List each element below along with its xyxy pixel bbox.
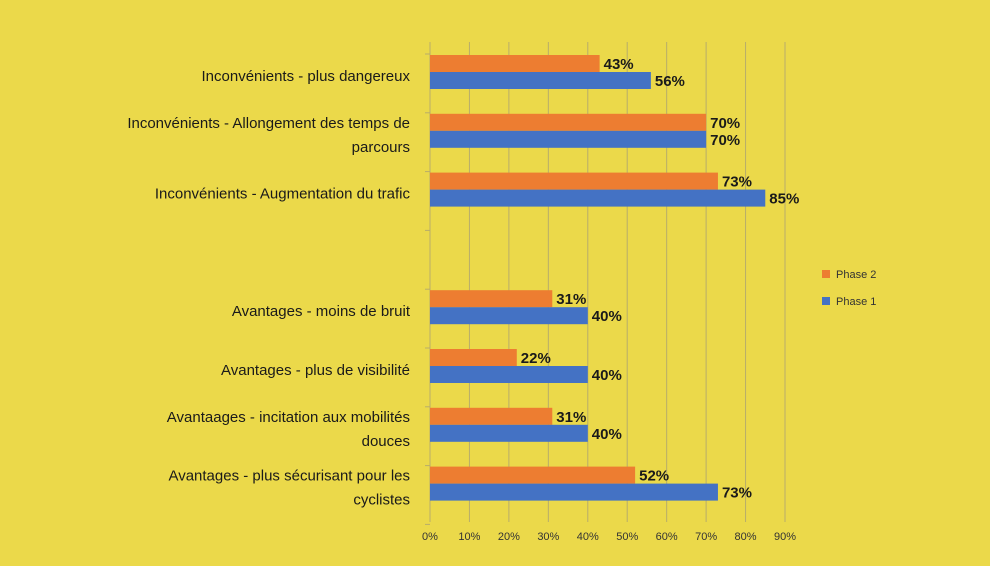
bar-phase-2 <box>430 113 707 131</box>
category-label: Avantages - plus sécurisant pour les cycl… <box>168 468 410 509</box>
category-label: Avantaages - incitation aux mobilités dou… <box>167 409 410 450</box>
value-label: 31% <box>556 291 586 308</box>
bar-phase-1 <box>430 424 588 442</box>
x-tick-label: 20% <box>498 531 520 543</box>
value-labels: 43% 70% 73% 31% 22% 31% 52% 56% 70% 85% 40% 40% 40% 7… <box>521 56 800 502</box>
category-label: Avantages - plus de visibilité <box>221 362 410 379</box>
bar-phase-1 <box>430 130 707 148</box>
bar-phase-1 <box>430 72 651 89</box>
value-label: 56% <box>655 73 685 90</box>
category-label: Inconvénients - Allongement des temps de… <box>127 115 410 156</box>
category-label: Avantages - moins de bruit <box>232 303 411 320</box>
bar-phase-2 <box>430 290 553 308</box>
legend-swatch <box>822 297 830 305</box>
x-tick-label: 90% <box>774 531 796 543</box>
bar-phase-1 <box>430 307 588 325</box>
value-label: 73% <box>722 174 752 191</box>
x-tick-label: 80% <box>735 531 757 543</box>
category-label: Inconvénients - plus dangereux <box>202 68 411 85</box>
legend-label: Phase 2 <box>836 269 876 281</box>
value-label: 22% <box>521 350 551 367</box>
bar-phase-1 <box>430 189 766 207</box>
value-label: 31% <box>556 409 586 426</box>
value-label: 40% <box>592 426 622 443</box>
value-label: 40% <box>592 367 622 384</box>
bar-phase-2 <box>430 349 517 366</box>
category-labels: Inconvénients - plus dangereux Inconvénie… <box>127 68 411 509</box>
x-tick-label: 50% <box>616 531 638 543</box>
x-axis-ticks: 0% 10% 20% 30% 40% 50% 60% 70% 80% 90% <box>422 531 796 543</box>
x-tick-label: 40% <box>577 531 599 543</box>
x-tick-label: 70% <box>695 531 717 543</box>
value-label: 70% <box>710 115 740 132</box>
bars <box>430 55 766 501</box>
category-label: Inconvénients - Augmentation du trafic <box>155 186 411 203</box>
x-tick-label: 60% <box>656 531 678 543</box>
bar-phase-1 <box>430 366 588 383</box>
bar-phase-2 <box>430 55 600 72</box>
bar-phase-2 <box>430 466 636 484</box>
value-label: 85% <box>769 191 799 208</box>
legend-label: Phase 1 <box>836 296 876 308</box>
legend-swatch <box>822 270 830 278</box>
legend: Phase 2 Phase 1 <box>822 269 876 308</box>
value-label: 40% <box>592 308 622 325</box>
bar-phase-1 <box>430 483 718 501</box>
bar-phase-2 <box>430 172 718 190</box>
value-label: 70% <box>710 132 740 149</box>
x-tick-label: 30% <box>537 531 559 543</box>
value-label: 73% <box>722 485 752 502</box>
x-tick-label: 0% <box>422 531 438 543</box>
value-label: 52% <box>639 468 669 485</box>
x-tick-label: 10% <box>458 531 480 543</box>
bar-phase-2 <box>430 407 553 425</box>
value-label: 43% <box>604 56 634 73</box>
